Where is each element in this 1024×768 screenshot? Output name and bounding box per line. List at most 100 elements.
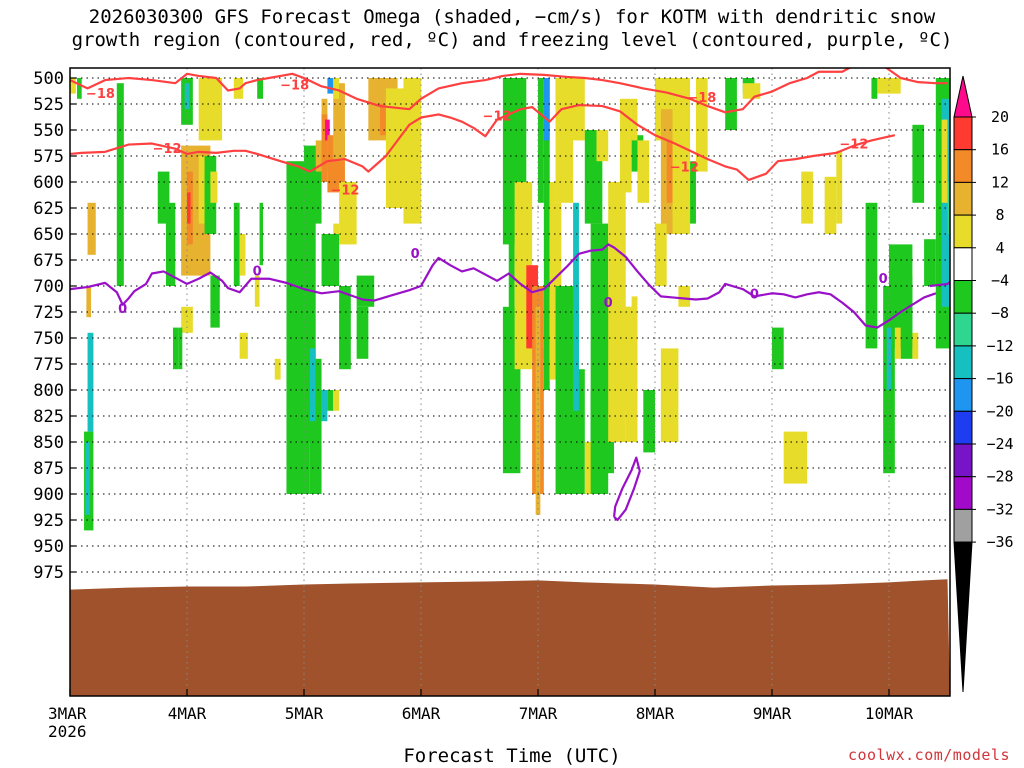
y-tick-label: 525 bbox=[33, 95, 64, 115]
omega-cell bbox=[631, 296, 638, 338]
x-axis: 3MAR 4MAR 5MAR 6MAR 7MAR 8MAR 9MAR 10MAR 2026 bbox=[48, 689, 913, 741]
colorbar-swatch bbox=[953, 214, 973, 249]
colorbar-swatch bbox=[953, 345, 973, 380]
grid-lines bbox=[70, 68, 950, 696]
omega-cell bbox=[210, 275, 220, 328]
omega-cell bbox=[695, 78, 708, 172]
omega-cell bbox=[321, 390, 328, 422]
omega-cell bbox=[321, 234, 340, 286]
omega-cell bbox=[87, 202, 96, 255]
y-tick-label: 875 bbox=[33, 459, 64, 479]
omega-cell bbox=[549, 182, 556, 224]
terrain-surface bbox=[70, 579, 950, 696]
dgz-minus18-contour bbox=[70, 68, 948, 114]
omega-cell bbox=[333, 390, 340, 411]
omega-cell bbox=[886, 327, 892, 390]
omega-cell bbox=[543, 78, 550, 390]
omega-cell bbox=[259, 202, 264, 266]
y-tick-label: 575 bbox=[33, 147, 64, 167]
omega-cell bbox=[309, 358, 322, 494]
omega-cell bbox=[120, 140, 123, 224]
freezing-level-contour-east bbox=[929, 280, 950, 288]
contour-label-zero: 0 bbox=[750, 287, 759, 302]
y-tick-label: 675 bbox=[33, 251, 64, 271]
y-tick-label: 900 bbox=[33, 485, 64, 505]
y-tick-label: 700 bbox=[33, 277, 64, 297]
omega-cell bbox=[508, 182, 515, 349]
x-axis-title: Forecast Time (UTC) bbox=[403, 745, 621, 767]
x-tick-year: 2026 bbox=[48, 722, 87, 741]
omega-cell bbox=[912, 124, 925, 203]
omega-cell bbox=[257, 78, 264, 99]
omega-cell bbox=[239, 332, 248, 359]
omega-cell bbox=[590, 390, 603, 494]
colorbar-bottom-arrow bbox=[953, 541, 973, 693]
contour-label-zero: 0 bbox=[604, 296, 613, 311]
omega-cell bbox=[783, 431, 808, 484]
omega-cell bbox=[333, 83, 345, 162]
omega-cell bbox=[356, 275, 375, 307]
x-tick-label: 3MAR bbox=[48, 704, 87, 723]
contour-label-minus12: −12 bbox=[153, 142, 182, 157]
colorbar-label: −28 bbox=[986, 468, 1013, 486]
omega-cell bbox=[165, 202, 176, 286]
colorbar-label: −8 bbox=[991, 304, 1009, 322]
omega-cell bbox=[327, 78, 334, 94]
omega-cell bbox=[286, 286, 310, 494]
omega-cell bbox=[742, 83, 761, 99]
colorbar-swatch bbox=[953, 508, 973, 543]
y-tick-label: 725 bbox=[33, 303, 64, 323]
colorbar-swatch bbox=[953, 312, 973, 347]
colorbar-label: −16 bbox=[986, 370, 1013, 388]
omega-cell bbox=[666, 140, 673, 203]
omega-cell bbox=[543, 78, 550, 141]
omega-cell bbox=[941, 119, 948, 203]
colorbar-label: −24 bbox=[986, 435, 1013, 453]
y-tick-label: 925 bbox=[33, 511, 64, 531]
colorbar: 20 16 12 8 4 −4 −8 −12 −16 −20 −24 −28 −32 −36 bbox=[953, 75, 1014, 693]
y-tick-label: 975 bbox=[33, 563, 64, 583]
omega-cell bbox=[567, 369, 585, 494]
omega-cell bbox=[655, 223, 667, 286]
x-tick-label: 7MAR bbox=[519, 704, 558, 723]
x-tick-label: 5MAR bbox=[285, 704, 324, 723]
omega-cell bbox=[824, 176, 837, 234]
y-tick-label: 750 bbox=[33, 329, 64, 349]
contour-label-minus12: −12 bbox=[670, 161, 699, 176]
colorbar-label: 4 bbox=[995, 239, 1004, 257]
x-tick-label: 8MAR bbox=[636, 704, 675, 723]
omega-cell bbox=[178, 327, 183, 370]
colorbar-swatch bbox=[953, 378, 973, 412]
colorbar-label: −12 bbox=[986, 337, 1013, 355]
omega-cell bbox=[172, 327, 179, 370]
y-tick-label: 825 bbox=[33, 407, 64, 427]
colorbar-label: −4 bbox=[991, 272, 1009, 290]
omega-cell bbox=[325, 119, 330, 141]
y-tick-label: 600 bbox=[33, 173, 64, 193]
omega-cell bbox=[912, 332, 919, 359]
omega-cell bbox=[801, 171, 813, 224]
y-tick-label: 950 bbox=[33, 537, 64, 557]
colorbar-swatch bbox=[953, 410, 973, 445]
colorbar-swatch bbox=[953, 476, 973, 510]
omega-cell bbox=[871, 78, 878, 99]
y-tick-label: 650 bbox=[33, 225, 64, 245]
omega-cell bbox=[573, 202, 579, 411]
credit-link[interactable]: coolwx.com/models bbox=[847, 746, 1010, 764]
contour-label-zero: 0 bbox=[411, 247, 420, 262]
colorbar-label: 12 bbox=[991, 173, 1009, 191]
omega-cell bbox=[356, 306, 369, 359]
colorbar-top-arrow bbox=[953, 75, 973, 118]
omega-cell bbox=[947, 182, 950, 234]
y-tick-label: 775 bbox=[33, 355, 64, 375]
omega-cell bbox=[619, 98, 632, 193]
omega-cell bbox=[327, 390, 334, 411]
dgz-minus12-contour bbox=[70, 103, 896, 182]
chart-title-line-1: 2026030300 GFS Forecast Omega (shaded, −… bbox=[88, 6, 936, 28]
omega-cell bbox=[210, 171, 218, 203]
colorbar-label: 16 bbox=[991, 141, 1009, 159]
omega-cell bbox=[239, 234, 246, 276]
colorbar-label: 8 bbox=[995, 206, 1004, 224]
omega-cell bbox=[602, 286, 615, 474]
